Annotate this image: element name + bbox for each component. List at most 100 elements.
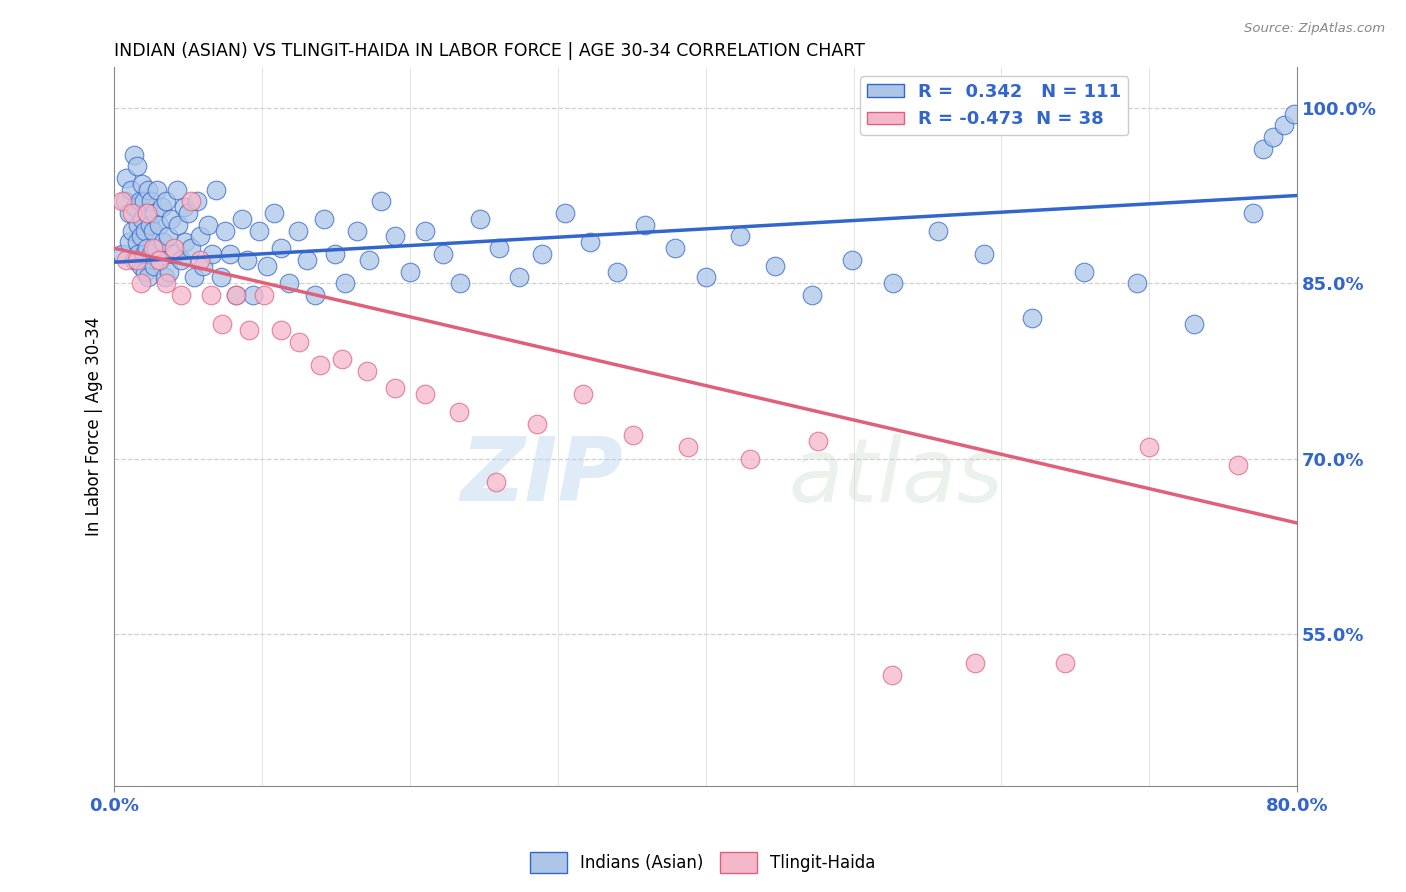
Point bbox=[111, 194, 134, 209]
Point bbox=[141, 194, 163, 209]
Point bbox=[143, 259, 166, 273]
Point bbox=[201, 247, 224, 261]
Point bbox=[142, 224, 165, 238]
Point bbox=[330, 352, 353, 367]
Point bbox=[247, 224, 270, 238]
Point bbox=[118, 206, 141, 220]
Point bbox=[621, 428, 644, 442]
Point bbox=[634, 218, 657, 232]
Point bbox=[1021, 311, 1043, 326]
Point bbox=[121, 224, 143, 238]
Text: ZIP: ZIP bbox=[460, 434, 623, 520]
Point bbox=[134, 224, 156, 238]
Point bbox=[488, 241, 510, 255]
Legend: Indians (Asian), Tlingit-Haida: Indians (Asian), Tlingit-Haida bbox=[523, 846, 883, 880]
Point bbox=[129, 259, 152, 273]
Point bbox=[357, 252, 380, 267]
Point bbox=[149, 252, 172, 267]
Point bbox=[384, 382, 406, 396]
Point bbox=[399, 264, 422, 278]
Point bbox=[156, 229, 179, 244]
Point bbox=[121, 206, 143, 220]
Point bbox=[295, 252, 318, 267]
Point bbox=[841, 252, 863, 267]
Point bbox=[148, 218, 170, 232]
Point bbox=[526, 417, 548, 431]
Point bbox=[384, 229, 406, 244]
Point bbox=[162, 241, 184, 255]
Point bbox=[136, 206, 159, 220]
Point bbox=[508, 270, 530, 285]
Point bbox=[145, 241, 167, 255]
Point bbox=[136, 241, 159, 255]
Point bbox=[125, 235, 148, 250]
Point bbox=[205, 183, 228, 197]
Text: INDIAN (ASIAN) VS TLINGIT-HAIDA IN LABOR FORCE | AGE 30-34 CORRELATION CHART: INDIAN (ASIAN) VS TLINGIT-HAIDA IN LABOR… bbox=[114, 42, 865, 60]
Point bbox=[1282, 106, 1305, 120]
Point bbox=[129, 229, 152, 244]
Point bbox=[155, 194, 177, 209]
Point bbox=[270, 241, 292, 255]
Point bbox=[1137, 440, 1160, 454]
Point bbox=[155, 277, 177, 291]
Point bbox=[973, 247, 995, 261]
Point bbox=[127, 247, 149, 261]
Point bbox=[125, 159, 148, 173]
Point bbox=[214, 224, 236, 238]
Point bbox=[763, 259, 786, 273]
Point bbox=[132, 194, 155, 209]
Point bbox=[346, 224, 368, 238]
Point bbox=[211, 317, 233, 331]
Point bbox=[963, 657, 986, 671]
Point bbox=[174, 235, 197, 250]
Point bbox=[304, 288, 326, 302]
Point bbox=[148, 252, 170, 267]
Point bbox=[114, 194, 136, 209]
Point bbox=[218, 247, 240, 261]
Point bbox=[309, 358, 332, 372]
Point bbox=[136, 206, 159, 220]
Point bbox=[183, 270, 205, 285]
Point bbox=[166, 183, 188, 197]
Point bbox=[170, 288, 193, 302]
Point bbox=[1272, 119, 1295, 133]
Point bbox=[188, 229, 211, 244]
Point bbox=[287, 224, 309, 238]
Point bbox=[927, 224, 949, 238]
Point bbox=[1251, 142, 1274, 156]
Point bbox=[170, 252, 193, 267]
Point bbox=[1226, 458, 1249, 472]
Point bbox=[115, 171, 138, 186]
Point bbox=[263, 206, 285, 220]
Point bbox=[880, 668, 903, 682]
Point bbox=[664, 241, 686, 255]
Point bbox=[728, 229, 751, 244]
Point bbox=[242, 288, 264, 302]
Point bbox=[231, 211, 253, 226]
Point bbox=[356, 364, 378, 378]
Point bbox=[124, 200, 146, 214]
Point bbox=[132, 247, 155, 261]
Point bbox=[122, 147, 145, 161]
Point bbox=[141, 247, 163, 261]
Point bbox=[225, 288, 247, 302]
Point bbox=[1241, 206, 1264, 220]
Point bbox=[238, 323, 260, 337]
Point bbox=[579, 235, 602, 250]
Point bbox=[572, 387, 595, 401]
Point bbox=[738, 451, 761, 466]
Point bbox=[209, 270, 232, 285]
Point bbox=[191, 259, 214, 273]
Point bbox=[159, 211, 181, 226]
Point bbox=[801, 288, 824, 302]
Point bbox=[1182, 317, 1205, 331]
Legend: R =  0.342   N = 111, R = -0.473  N = 38: R = 0.342 N = 111, R = -0.473 N = 38 bbox=[860, 76, 1129, 136]
Point bbox=[333, 277, 356, 291]
Point bbox=[447, 405, 470, 419]
Point bbox=[111, 247, 134, 261]
Point bbox=[138, 270, 160, 285]
Point bbox=[115, 252, 138, 267]
Point bbox=[253, 288, 276, 302]
Point bbox=[695, 270, 717, 285]
Text: Source: ZipAtlas.com: Source: ZipAtlas.com bbox=[1244, 22, 1385, 36]
